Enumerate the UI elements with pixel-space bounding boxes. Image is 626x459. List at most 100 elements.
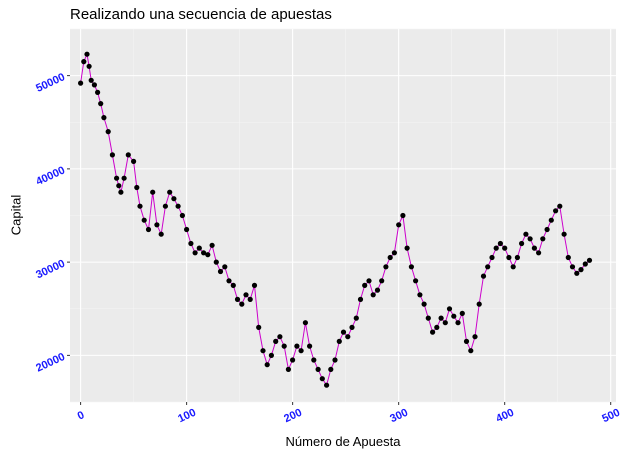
data-point: [446, 306, 453, 312]
data-point: [379, 278, 385, 284]
data-point: [179, 212, 185, 219]
data-point: [285, 366, 291, 372]
data-point: [336, 338, 342, 344]
data-point: [396, 222, 402, 228]
data-point: [404, 245, 410, 251]
data-point: [118, 189, 124, 195]
data-point: [101, 115, 107, 121]
data-point: [158, 231, 164, 237]
data-point: [307, 343, 313, 349]
data-point: [548, 217, 554, 223]
data-point: [557, 203, 563, 209]
data-point: [497, 240, 503, 247]
data-point: [442, 320, 448, 326]
data-point: [328, 366, 334, 372]
data-point: [131, 158, 137, 164]
x-tick-label: 400: [494, 407, 516, 426]
x-axis-label: Número de Apuesta: [285, 434, 401, 449]
data-point: [213, 259, 219, 265]
data-point: [362, 282, 368, 288]
data-point: [264, 362, 270, 368]
data-point: [98, 101, 104, 107]
data-point: [510, 264, 516, 270]
data-point: [523, 231, 529, 237]
data-point: [256, 324, 262, 330]
data-point: [116, 183, 122, 189]
data-point: [434, 324, 440, 330]
data-point: [209, 242, 215, 248]
data-point: [417, 292, 423, 298]
data-point: [137, 203, 143, 209]
data-point: [196, 245, 202, 251]
data-point: [476, 301, 482, 307]
data-point: [171, 196, 177, 202]
data-point: [438, 315, 444, 321]
data-point: [527, 236, 533, 242]
data-point: [311, 357, 317, 363]
data-point: [578, 267, 584, 273]
x-tick-label: 100: [176, 407, 198, 426]
data-point: [268, 352, 274, 358]
data-point: [485, 264, 491, 270]
data-point: [349, 324, 355, 330]
data-point: [277, 334, 283, 340]
data-point: [540, 236, 546, 242]
x-tick-label: 0: [76, 409, 87, 422]
data-point: [222, 264, 228, 270]
data-point: [302, 320, 308, 326]
data-point: [162, 203, 168, 209]
data-point: [145, 226, 152, 233]
data-point: [493, 245, 499, 251]
data-point: [468, 348, 474, 354]
data-point: [387, 254, 393, 261]
data-point: [324, 382, 330, 388]
data-point: [141, 217, 147, 223]
data-point: [582, 261, 588, 267]
data-point: [88, 77, 94, 83]
data-point: [230, 282, 236, 288]
data-point: [451, 313, 457, 319]
data-point: [134, 184, 140, 191]
data-point: [109, 152, 115, 158]
data-point: [154, 222, 160, 228]
data-point: [357, 296, 364, 302]
data-point: [217, 268, 224, 275]
data-point: [319, 376, 325, 382]
y-tick-label: 40000: [34, 164, 67, 188]
data-point: [290, 357, 296, 363]
y-tick-label: 30000: [34, 258, 67, 282]
data-point: [298, 348, 304, 354]
data-point: [586, 257, 593, 263]
x-tick-label: 300: [388, 407, 410, 426]
data-point: [506, 254, 512, 261]
x-tick-label: 200: [282, 407, 304, 426]
data-point: [167, 189, 173, 195]
data-point: [234, 296, 241, 302]
data-point: [91, 82, 97, 88]
data-point: [86, 63, 92, 69]
data-point: [150, 189, 156, 195]
data-point: [421, 301, 427, 307]
y-tick-label: 20000: [34, 351, 67, 375]
data-point: [125, 152, 131, 158]
data-point: [489, 254, 495, 261]
data-point: [105, 129, 111, 135]
data-point: [536, 250, 542, 256]
data-point: [366, 278, 372, 284]
data-point: [188, 240, 194, 247]
data-point: [463, 338, 470, 344]
data-point: [413, 278, 419, 284]
data-point: [514, 254, 521, 261]
data-point: [480, 273, 487, 279]
data-point: [391, 250, 397, 256]
data-point: [247, 296, 253, 302]
data-point: [353, 315, 359, 321]
data-point: [332, 357, 338, 363]
data-point: [84, 51, 90, 57]
data-point: [565, 254, 571, 261]
data-point: [184, 226, 190, 233]
data-point: [260, 348, 266, 354]
data-point: [574, 270, 580, 276]
